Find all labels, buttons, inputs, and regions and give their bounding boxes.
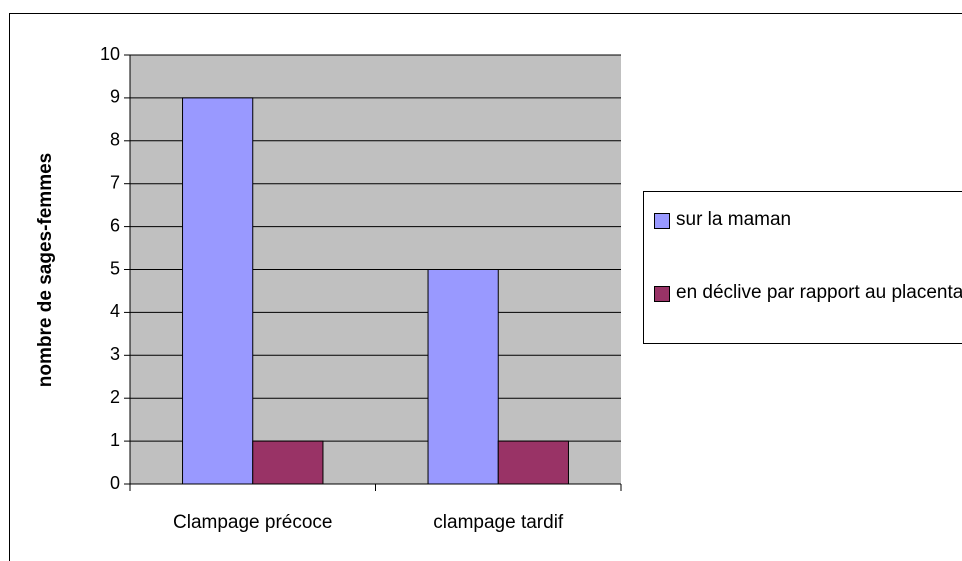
y-tick-label: 5 [110, 258, 120, 278]
legend-swatch [654, 286, 670, 302]
legend: sur la maman en déclive par rapport au pl… [643, 191, 962, 344]
legend-entry: en déclive par rapport au placenta [654, 277, 962, 309]
y-tick-label: 3 [110, 344, 120, 364]
y-tick-label: 9 [110, 87, 120, 107]
legend-label: sur la maman [676, 209, 792, 230]
x-tick-label: clampage tardif [433, 512, 564, 533]
y-tick-label: 7 [110, 172, 120, 192]
y-axis-label: nombre de sages-femmes [35, 153, 56, 387]
y-tick-label: 8 [110, 130, 120, 150]
y-tick-label: 2 [110, 387, 120, 407]
bar [182, 97, 254, 485]
y-tick-label: 1 [110, 430, 120, 450]
bar [252, 440, 324, 485]
x-tick-label: Clampage précoce [173, 512, 332, 533]
bar [427, 269, 499, 485]
bar [497, 440, 569, 485]
y-tick-label: 6 [110, 215, 120, 235]
legend-entry: sur la maman [654, 204, 962, 236]
legend-label: en déclive par rapport au placenta [676, 282, 962, 303]
y-tick-label: 10 [100, 44, 120, 64]
legend-swatch [654, 213, 670, 229]
y-tick-label: 0 [110, 473, 120, 493]
chart-border [9, 13, 962, 561]
y-tick-label: 4 [110, 301, 120, 321]
